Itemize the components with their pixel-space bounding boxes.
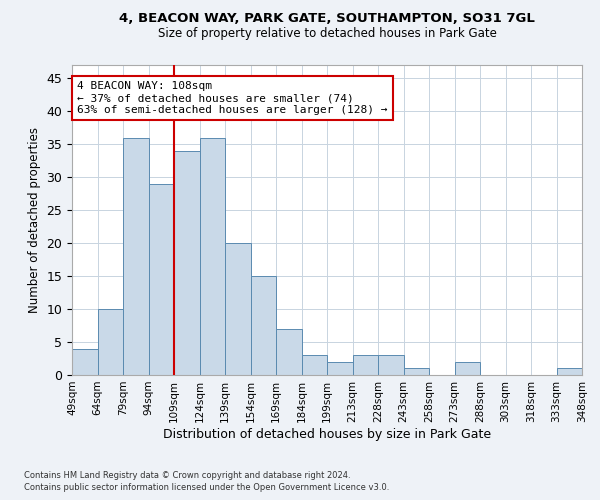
Y-axis label: Number of detached properties: Number of detached properties xyxy=(28,127,41,313)
X-axis label: Distribution of detached houses by size in Park Gate: Distribution of detached houses by size … xyxy=(163,428,491,440)
Bar xyxy=(199,138,225,375)
Bar xyxy=(302,355,327,375)
Bar xyxy=(276,329,302,375)
Bar xyxy=(557,368,582,375)
Bar xyxy=(225,243,251,375)
Bar xyxy=(455,362,480,375)
Bar xyxy=(251,276,276,375)
Bar xyxy=(378,355,404,375)
Bar xyxy=(123,138,149,375)
Text: 4, BEACON WAY, PARK GATE, SOUTHAMPTON, SO31 7GL: 4, BEACON WAY, PARK GATE, SOUTHAMPTON, S… xyxy=(119,12,535,26)
Bar xyxy=(327,362,353,375)
Bar xyxy=(149,184,174,375)
Bar xyxy=(72,348,97,375)
Text: Size of property relative to detached houses in Park Gate: Size of property relative to detached ho… xyxy=(158,28,496,40)
Text: 4 BEACON WAY: 108sqm
← 37% of detached houses are smaller (74)
63% of semi-detac: 4 BEACON WAY: 108sqm ← 37% of detached h… xyxy=(77,82,388,114)
Text: Contains HM Land Registry data © Crown copyright and database right 2024.: Contains HM Land Registry data © Crown c… xyxy=(24,471,350,480)
Bar xyxy=(97,309,123,375)
Text: Contains public sector information licensed under the Open Government Licence v3: Contains public sector information licen… xyxy=(24,484,389,492)
Bar xyxy=(404,368,429,375)
Bar xyxy=(353,355,378,375)
Bar xyxy=(174,150,199,375)
